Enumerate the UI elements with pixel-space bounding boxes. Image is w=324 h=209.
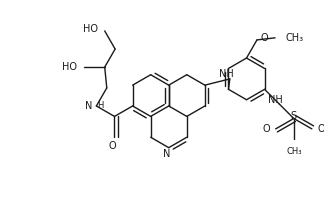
Text: HO: HO [83, 24, 98, 34]
Text: HO: HO [63, 62, 77, 72]
Text: H: H [97, 102, 104, 111]
Text: NH: NH [268, 95, 283, 105]
Text: O: O [261, 33, 269, 43]
Text: CH₃: CH₃ [286, 147, 302, 156]
Text: N: N [163, 149, 170, 159]
Text: O: O [317, 124, 324, 134]
Text: S: S [291, 111, 297, 121]
Text: O: O [263, 124, 271, 134]
Text: N: N [85, 101, 92, 111]
Text: O: O [109, 141, 116, 151]
Text: CH₃: CH₃ [285, 33, 303, 43]
Text: NH: NH [219, 69, 234, 79]
